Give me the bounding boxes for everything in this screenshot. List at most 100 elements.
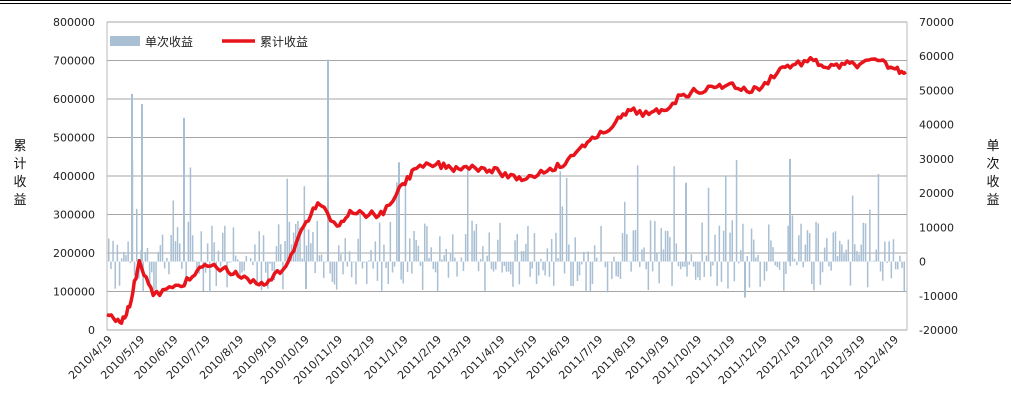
bar bbox=[460, 257, 463, 262]
bar bbox=[350, 261, 353, 278]
bar bbox=[131, 93, 133, 262]
bar bbox=[568, 244, 570, 262]
right-axis-ticks: -20000 -10000 0 10000 20000 30000 40000 50000 60… bbox=[919, 16, 958, 337]
bar bbox=[477, 261, 480, 272]
bar bbox=[127, 241, 129, 262]
bar bbox=[823, 247, 826, 262]
bar bbox=[157, 251, 159, 262]
bar bbox=[538, 261, 540, 276]
bar bbox=[267, 261, 269, 289]
bar bbox=[275, 246, 278, 262]
bar bbox=[581, 261, 583, 265]
bar bbox=[118, 261, 121, 286]
bar bbox=[656, 253, 658, 262]
bar bbox=[600, 225, 602, 262]
bar bbox=[129, 261, 131, 264]
bar bbox=[647, 261, 650, 290]
bar bbox=[421, 261, 424, 290]
bar bbox=[624, 201, 626, 262]
bar bbox=[510, 261, 512, 275]
bar bbox=[548, 261, 551, 277]
bar bbox=[757, 255, 759, 262]
bar bbox=[204, 261, 207, 273]
bar bbox=[256, 261, 258, 285]
bar bbox=[703, 261, 705, 277]
bar bbox=[329, 261, 331, 274]
bar bbox=[443, 255, 445, 262]
bar bbox=[161, 234, 164, 262]
bar bbox=[576, 261, 579, 281]
bar bbox=[234, 255, 237, 262]
bar bbox=[181, 261, 183, 269]
bar bbox=[224, 225, 226, 262]
bar bbox=[426, 226, 428, 262]
bar bbox=[501, 261, 503, 273]
legend-label-line: 累计收益 bbox=[260, 35, 308, 49]
bar bbox=[774, 261, 776, 266]
bar bbox=[232, 227, 235, 262]
bar bbox=[641, 249, 643, 262]
bar bbox=[262, 235, 265, 262]
bar bbox=[733, 261, 736, 282]
bar bbox=[727, 261, 729, 289]
bar bbox=[301, 258, 303, 262]
bar bbox=[589, 261, 592, 291]
bar bbox=[254, 244, 256, 262]
bar bbox=[217, 250, 220, 262]
bar bbox=[533, 233, 536, 262]
bar bbox=[209, 261, 211, 293]
bar bbox=[488, 232, 490, 262]
bar bbox=[563, 261, 566, 274]
bar bbox=[464, 234, 467, 262]
bar bbox=[141, 104, 143, 262]
bar bbox=[712, 261, 714, 266]
bar bbox=[570, 261, 572, 286]
bar bbox=[821, 261, 824, 273]
bar bbox=[535, 261, 538, 284]
bar bbox=[664, 230, 667, 262]
bar bbox=[694, 261, 697, 280]
bar bbox=[144, 252, 147, 262]
bar bbox=[849, 261, 852, 286]
bar bbox=[778, 261, 781, 270]
axis-label-char: 益 bbox=[13, 193, 26, 208]
bar bbox=[875, 249, 877, 262]
bar bbox=[359, 214, 361, 262]
bar bbox=[357, 238, 359, 262]
bar bbox=[522, 251, 525, 262]
bar bbox=[804, 244, 807, 262]
bar bbox=[740, 250, 742, 262]
bar bbox=[561, 206, 564, 262]
bar bbox=[486, 255, 488, 262]
bar bbox=[662, 249, 665, 262]
right-tick-label: 70000 bbox=[919, 16, 954, 29]
bar-series bbox=[108, 59, 905, 298]
bar bbox=[269, 261, 271, 264]
bar bbox=[396, 182, 398, 262]
bar bbox=[155, 261, 157, 289]
bar bbox=[632, 230, 635, 262]
bar bbox=[654, 221, 656, 262]
right-tick-label: 20000 bbox=[919, 187, 954, 200]
bar bbox=[763, 261, 766, 281]
axis-label-char: 益 bbox=[986, 193, 999, 208]
bar bbox=[338, 245, 340, 262]
bar bbox=[449, 252, 452, 262]
bar bbox=[897, 261, 899, 270]
bar bbox=[826, 238, 828, 262]
bar bbox=[314, 261, 316, 273]
bar bbox=[869, 209, 871, 262]
bar bbox=[374, 241, 377, 262]
bar bbox=[770, 240, 772, 262]
bar bbox=[288, 221, 291, 262]
bar bbox=[729, 232, 731, 262]
bar bbox=[320, 254, 323, 262]
left-tick-label: 800000 bbox=[53, 16, 95, 29]
bar bbox=[864, 223, 867, 262]
bar bbox=[316, 220, 318, 262]
bar bbox=[847, 239, 850, 262]
bar bbox=[497, 239, 499, 262]
right-tick-label: -10000 bbox=[919, 290, 958, 303]
bar bbox=[619, 261, 622, 279]
